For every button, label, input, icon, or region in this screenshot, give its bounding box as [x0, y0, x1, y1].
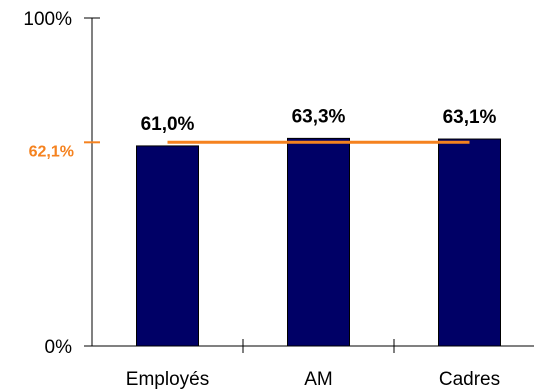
- y-tick-label-bottom: 0%: [45, 337, 73, 358]
- bars: [136, 137, 501, 347]
- y-tick-label-top: 100%: [23, 9, 72, 30]
- category-label-2: AM: [304, 369, 333, 390]
- bar-3: [438, 138, 501, 347]
- data-label-2: 63,3%: [292, 106, 346, 127]
- data-label-3: 63,1%: [443, 107, 497, 128]
- data-label-1: 61,0%: [141, 114, 195, 135]
- category-label-3: Cadres: [439, 369, 500, 390]
- bar-1: [136, 145, 199, 347]
- labels: 61,0% Employés 63,3% AM 63,1% Cadres: [126, 106, 500, 390]
- reference-line-group: 62,1%: [29, 140, 470, 160]
- reference-line-label: 62,1%: [29, 143, 74, 160]
- category-label-1: Employés: [126, 369, 209, 390]
- bar-2: [287, 137, 350, 347]
